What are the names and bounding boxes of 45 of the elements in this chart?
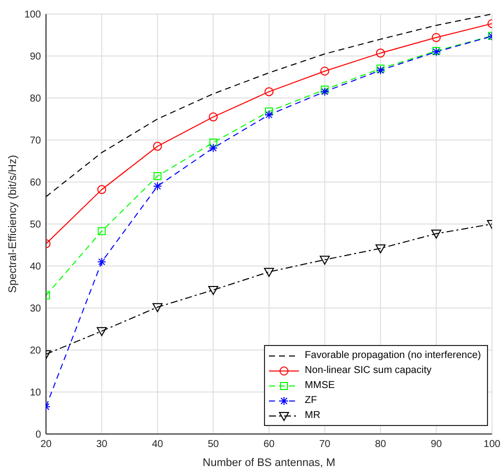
point [209, 138, 218, 147]
point [320, 86, 329, 94]
y-tick-label: 20 [30, 346, 42, 357]
y-tick-label: 50 [30, 220, 42, 231]
x-tick-label: 80 [374, 439, 386, 450]
legend-label: MMSE [304, 380, 335, 391]
point [97, 185, 106, 194]
y-tick-label: 30 [30, 304, 42, 315]
x-tick-label: 20 [40, 439, 52, 450]
y-tick-label: 80 [30, 94, 42, 105]
y-tick-label: 90 [30, 52, 42, 63]
y-tick-label: 40 [30, 262, 42, 273]
point [98, 227, 106, 236]
legend-label: Favorable propagation (no interference) [304, 350, 481, 361]
x-tick-label: 60 [263, 439, 275, 450]
legend-label: MR [304, 410, 320, 421]
y-tick-label: 60 [30, 178, 42, 189]
point [208, 112, 218, 122]
point [320, 66, 330, 76]
point [208, 286, 218, 295]
point [320, 256, 330, 265]
x-tick-label: 40 [152, 439, 164, 450]
y-tick-label: 100 [24, 10, 42, 21]
y-tick-label: 0 [35, 430, 42, 441]
x-tick-label: 30 [96, 439, 108, 450]
point [432, 33, 441, 42]
x-tick-label: 50 [208, 439, 220, 450]
point [152, 303, 162, 312]
point [153, 142, 162, 151]
point [376, 48, 385, 58]
y-tick-label: 70 [30, 136, 42, 147]
x-tick-label: 100 [484, 439, 501, 450]
y-axis-title: Spectral-Efficiency (bit/s/Hz) [6, 155, 19, 293]
point [431, 230, 442, 239]
x-tick-label: 90 [430, 439, 442, 450]
y-tick-label: 10 [30, 388, 42, 399]
point [376, 244, 386, 254]
point [264, 87, 274, 96]
point [264, 268, 274, 277]
legend-label: ZF [304, 395, 317, 406]
point [96, 327, 107, 336]
legend-label: Non-linear SIC sum capacity [304, 365, 432, 376]
x-tick-label: 70 [319, 439, 331, 450]
point [154, 172, 162, 180]
x-axis-title: Number of BS antennas, M [202, 457, 336, 468]
